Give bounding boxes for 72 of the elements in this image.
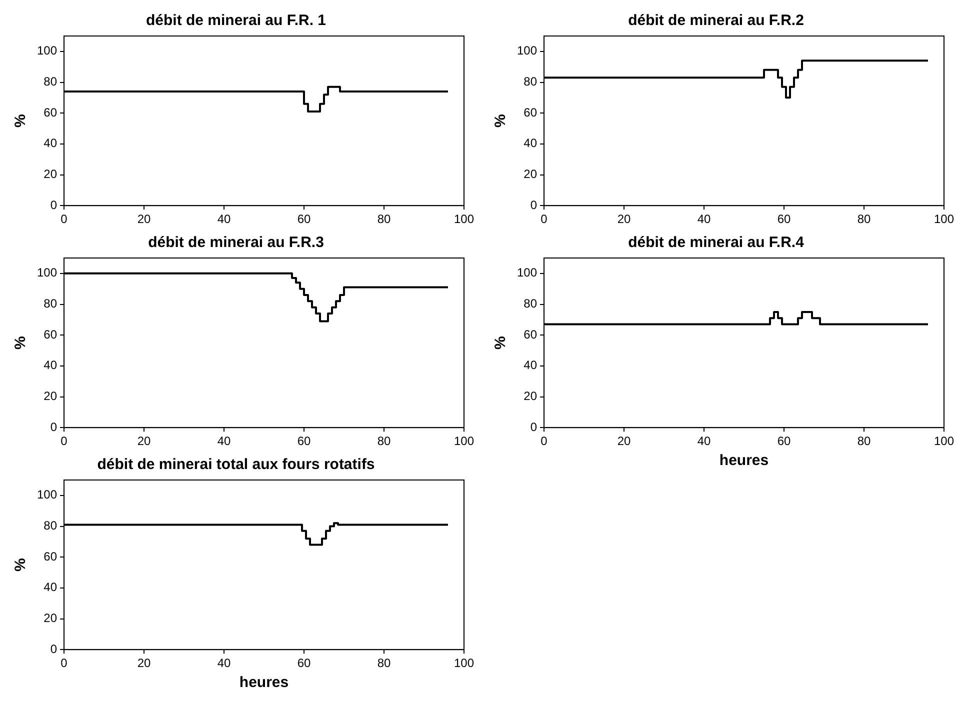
chart-title: débit de minerai au F.R. 1 [146,12,326,30]
x-tick-label: 20 [137,434,152,448]
y-tick-label: 0 [530,420,538,434]
x-tick-label: 0 [60,656,68,670]
y-axis-title: % [12,558,30,572]
y-tick-label: 100 [516,44,538,58]
y-tick-label: 40 [44,580,58,594]
x-tick-label: 20 [137,212,152,226]
y-tick-label: 80 [524,296,538,311]
y-tick-label: 80 [44,296,58,311]
chart-title: débit de minerai au F.R.2 [628,12,804,30]
x-axis-title: heures [719,452,769,470]
y-tick-label: 20 [44,389,58,404]
y-tick-label: 0 [50,420,58,434]
x-tick-label: 80 [857,434,871,448]
y-tick-label: 80 [524,74,538,89]
y-tick-label: 100 [36,488,58,502]
x-tick-label: 40 [217,434,232,448]
y-tick-label: 60 [524,327,538,342]
y-tick-label: 80 [44,74,58,89]
y-tick-label: 0 [530,198,538,212]
x-tick-label: 0 [540,434,548,448]
y-tick-label: 20 [524,389,538,404]
chart-title: débit de minerai total aux fours rotatifs [97,456,375,474]
x-tick-label: 100 [454,656,474,670]
chart-title: débit de minerai au F.R.4 [628,234,805,252]
x-tick-label: 100 [934,212,954,226]
x-tick-label: 80 [857,212,871,226]
y-tick-label: 60 [44,105,58,120]
x-tick-label: 80 [377,212,391,226]
x-tick-label: 60 [297,212,312,226]
y-tick-label: 40 [524,136,538,150]
x-tick-label: 60 [777,434,792,448]
x-tick-label: 0 [60,212,68,226]
y-tick-label: 100 [516,266,538,280]
y-tick-label: 40 [524,358,538,372]
x-tick-label: 40 [217,212,232,226]
x-tick-label: 60 [777,212,792,226]
y-tick-label: 40 [44,136,58,150]
y-tick-label: 20 [44,167,58,182]
y-tick-label: 100 [36,266,58,280]
x-tick-label: 80 [377,434,391,448]
y-axis-title: % [12,336,30,350]
y-tick-label: 0 [50,198,58,212]
x-tick-label: 100 [454,212,474,226]
x-tick-label: 0 [540,212,548,226]
y-tick-label: 80 [44,518,58,533]
x-axis-title: heures [239,674,289,692]
x-tick-label: 40 [697,434,712,448]
x-tick-label: 60 [297,434,312,448]
y-tick-label: 60 [44,549,58,564]
y-tick-label: 60 [44,327,58,342]
y-axis-title: % [492,114,510,128]
x-tick-label: 40 [697,212,712,226]
y-axis-title: % [492,336,510,350]
x-tick-label: 0 [60,434,68,448]
x-tick-label: 100 [454,434,474,448]
x-tick-label: 20 [137,656,152,670]
y-tick-label: 60 [524,105,538,120]
x-tick-label: 100 [934,434,954,448]
y-tick-label: 0 [50,642,58,656]
x-tick-label: 80 [377,656,391,670]
y-axis-title: % [12,114,30,128]
y-tick-label: 100 [36,44,58,58]
x-tick-label: 20 [617,212,632,226]
y-tick-label: 20 [44,611,58,626]
y-tick-label: 20 [524,167,538,182]
x-tick-label: 60 [297,656,312,670]
x-tick-label: 40 [217,656,232,670]
x-tick-label: 20 [617,434,632,448]
y-tick-label: 40 [44,358,58,372]
chart-title: débit de minerai au F.R.3 [148,234,324,252]
